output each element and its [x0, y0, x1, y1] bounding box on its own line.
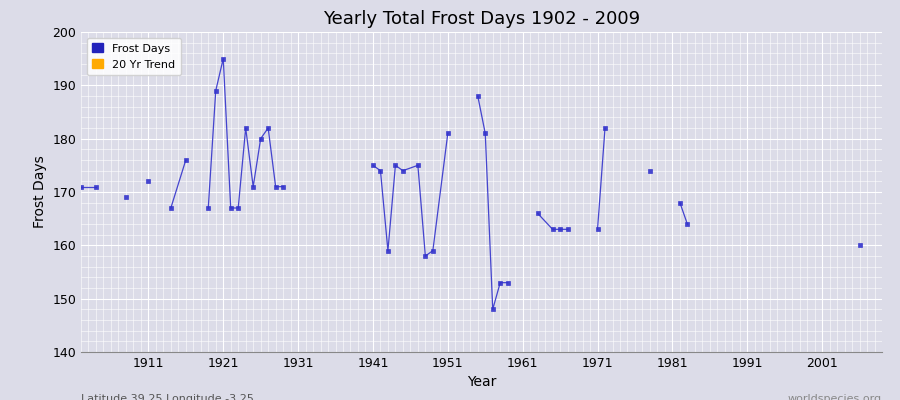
Text: worldspecies.org: worldspecies.org — [788, 394, 882, 400]
Title: Yearly Total Frost Days 1902 - 2009: Yearly Total Frost Days 1902 - 2009 — [323, 10, 640, 28]
Legend: Frost Days, 20 Yr Trend: Frost Days, 20 Yr Trend — [86, 38, 181, 75]
Y-axis label: Frost Days: Frost Days — [32, 156, 47, 228]
X-axis label: Year: Year — [467, 376, 496, 390]
Text: Latitude 39.25 Longitude -3.25: Latitude 39.25 Longitude -3.25 — [81, 394, 254, 400]
